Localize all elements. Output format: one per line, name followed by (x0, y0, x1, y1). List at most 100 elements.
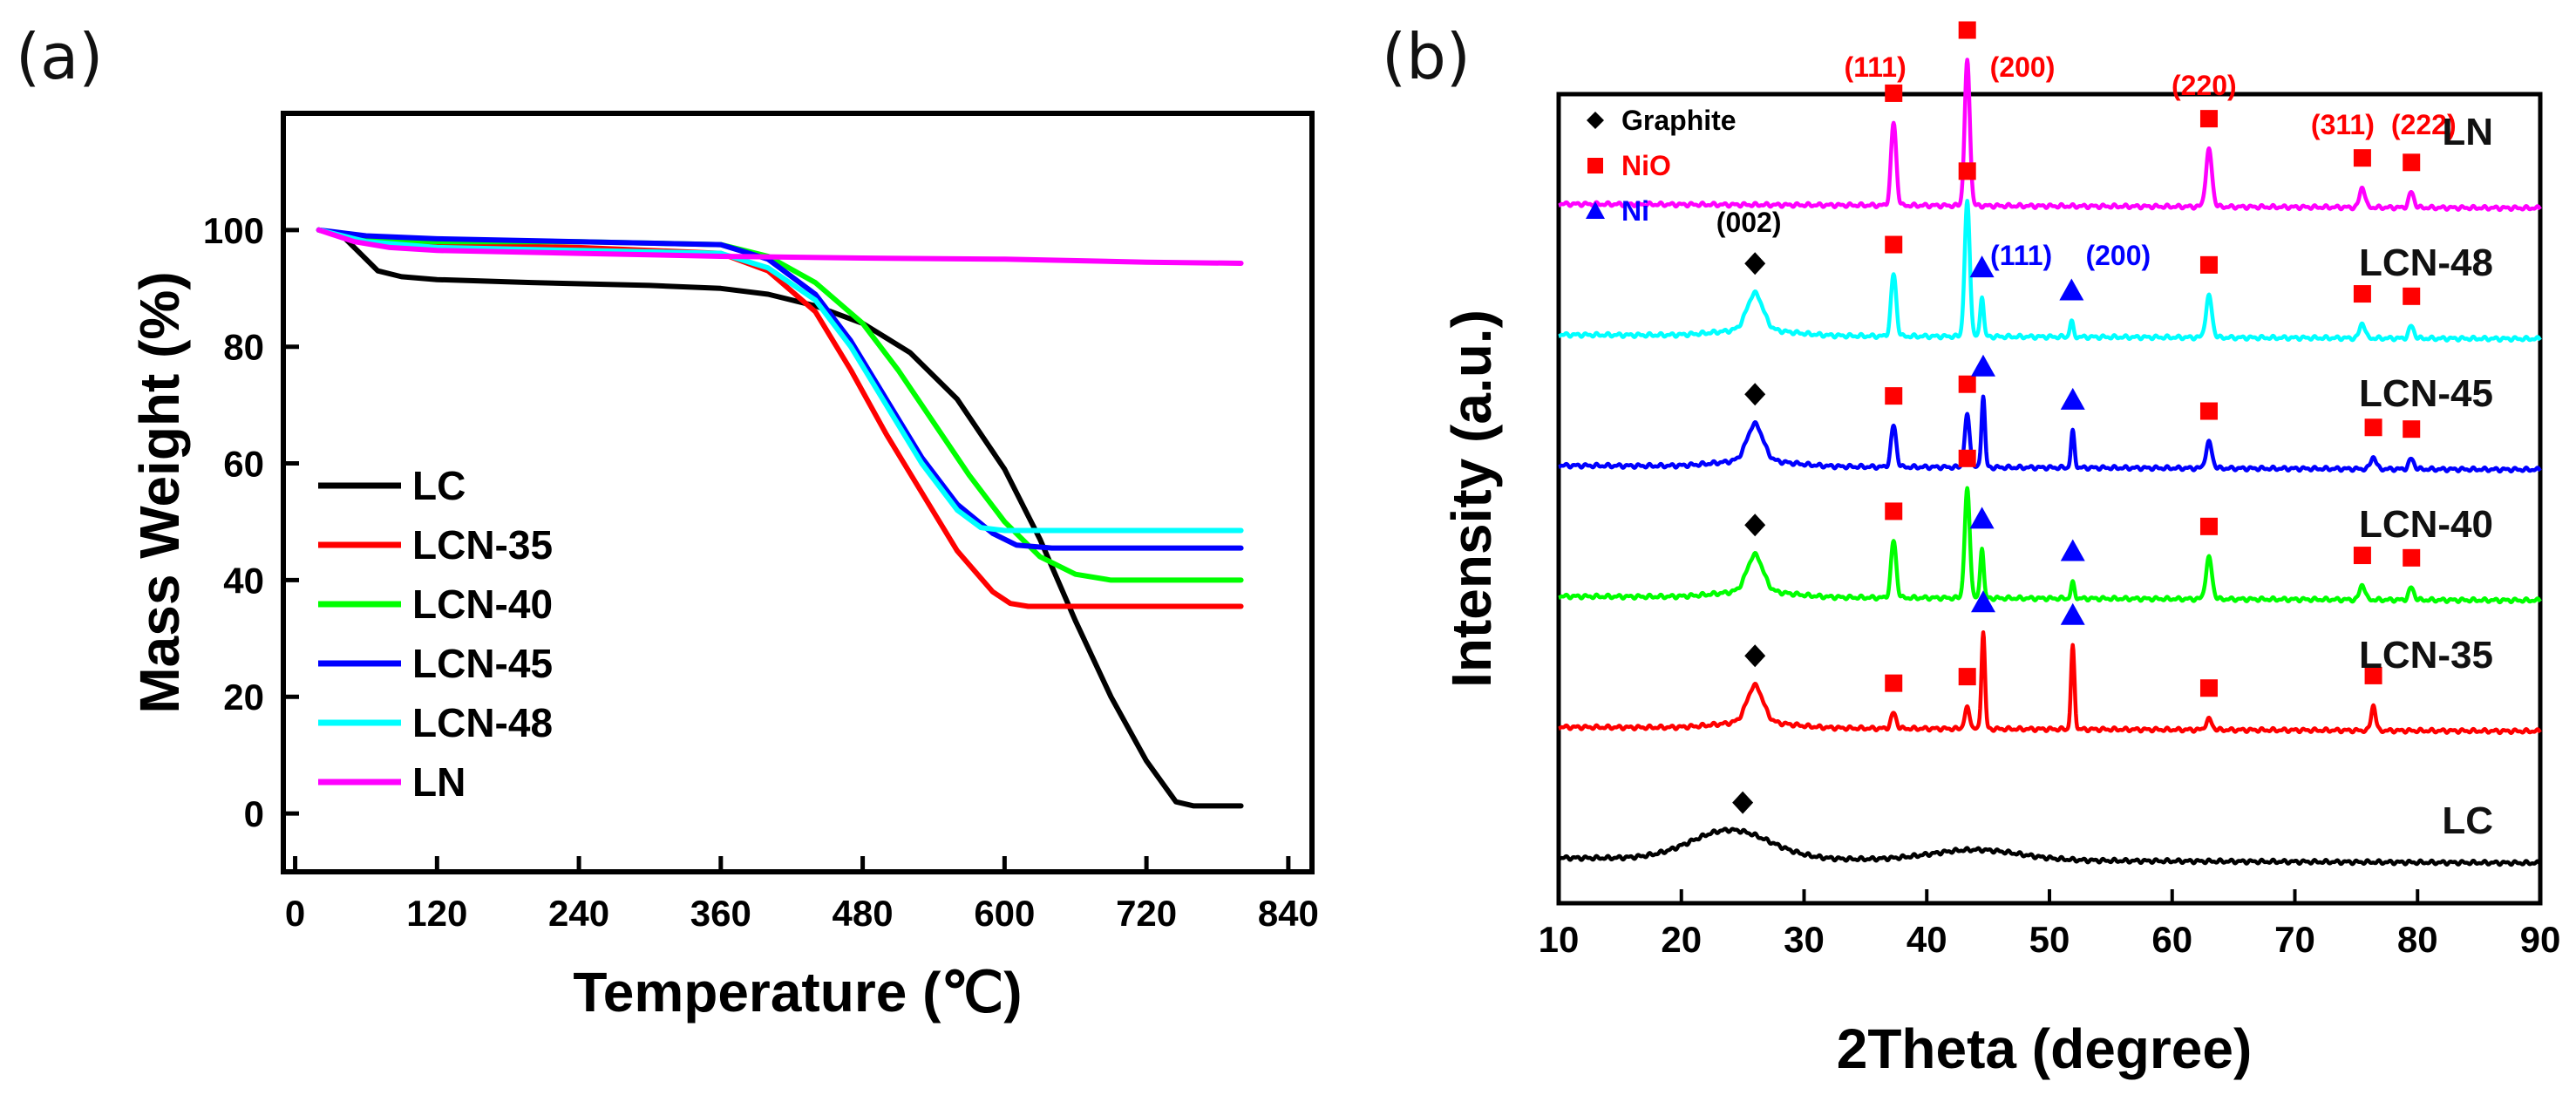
legend-label-lcn-48: LCN-48 (412, 700, 553, 745)
panel-a-plot-frame (281, 111, 1315, 874)
nio-marker (1958, 449, 1976, 467)
legend-label-lcn-45: LCN-45 (412, 641, 553, 686)
series-name-lcn-35: LCN-35 (2359, 634, 2493, 677)
nio-marker (1958, 21, 1976, 39)
panel-a-label: (a) (16, 20, 103, 93)
series-name-lcn-48: LCN-48 (2359, 241, 2493, 284)
nio-marker (2199, 679, 2218, 697)
legend-label-ni: Ni (1621, 195, 1649, 227)
graphite-marker (1744, 383, 1766, 406)
graphite-marker (1744, 252, 1766, 275)
legend-label-lc: LC (412, 463, 466, 508)
x-tick-label: 0 (285, 893, 305, 934)
nio-marker (2403, 287, 2421, 305)
x-tick-label: 600 (974, 893, 1035, 934)
xrd-pattern-lcn-48 (1557, 199, 2542, 343)
legend-label-nio: NiO (1621, 150, 1671, 181)
panel-b-legend: Graphite NiO Ni (1586, 105, 1737, 227)
x-tick-label: 240 (548, 893, 609, 934)
xrd-pattern-lcn-45 (1557, 394, 2542, 474)
x-tick-label: 120 (406, 893, 467, 934)
peak-annotation: (222) (2391, 109, 2457, 140)
nio-marker (2403, 153, 2421, 172)
nio-marker (2353, 547, 2371, 565)
graphite-marker (1732, 791, 1754, 814)
y-tick-label: 20 (223, 677, 264, 718)
panel-b-phase-markers (1732, 21, 2421, 814)
nio-marker (1885, 387, 1903, 405)
panel-a-x-axis-title: Temperature (℃) (573, 961, 1022, 1024)
x-tick-label: 90 (2520, 919, 2561, 960)
x-tick-label: 480 (833, 893, 894, 934)
legend-marker-ni (1586, 201, 1605, 219)
ni-marker (1970, 354, 1995, 377)
panel-a: (a) 0 120 240 360 480 600 720 840 0 20 40 60 80 100 L… (16, 20, 1319, 1024)
series-line-lcn-48 (316, 227, 1244, 534)
x-tick-label: 840 (1258, 893, 1319, 934)
nio-marker (2199, 110, 2218, 128)
nio-marker (2353, 149, 2371, 167)
panel-b-ticks: 10 20 30 40 50 60 70 80 90 (1539, 889, 2561, 960)
panel-a-ticks: 0 120 240 360 480 600 720 840 0 20 40 60 80 100 (203, 210, 1319, 934)
x-tick-label: 70 (2274, 919, 2315, 960)
x-tick-label: 50 (2029, 919, 2070, 960)
xrd-pattern-ln (1557, 58, 2542, 213)
y-tick-label: 40 (223, 560, 264, 601)
ni-marker (2059, 278, 2084, 301)
panel-b-series (1557, 58, 2542, 867)
y-tick-label: 100 (203, 210, 264, 251)
nio-marker (2364, 418, 2382, 437)
series-name-lcn-45: LCN-45 (2359, 372, 2493, 415)
legend-label-lcn-40: LCN-40 (412, 582, 553, 627)
series-line-lcn-35 (316, 227, 1244, 609)
y-tick-label: 0 (244, 793, 264, 834)
legend-marker-nio (1587, 158, 1603, 173)
nio-marker (1885, 84, 1903, 102)
panel-a-series (316, 227, 1244, 809)
y-tick-label: 80 (223, 327, 264, 368)
panel-b-plot-frame (1556, 92, 2543, 906)
graphite-marker (1744, 644, 1766, 668)
ni-marker (2060, 387, 2085, 410)
x-tick-label: 80 (2397, 919, 2438, 960)
nio-marker (1958, 375, 1976, 393)
legend-label-lcn-35: LCN-35 (412, 522, 553, 568)
series-name-lc: LC (2442, 799, 2493, 842)
nio-marker (2364, 666, 2382, 684)
peak-annotation: (002) (1716, 207, 1782, 238)
nio-marker (1885, 235, 1903, 254)
x-tick-label: 10 (1539, 919, 1580, 960)
series-line-lcn-45 (316, 227, 1244, 551)
panel-b-label: (b) (1382, 20, 1471, 93)
series-name-lcn-40: LCN-40 (2359, 503, 2493, 546)
x-tick-label: 720 (1116, 893, 1177, 934)
x-tick-label: 20 (1661, 919, 1702, 960)
graphite-marker (1744, 513, 1766, 537)
nio-marker (1958, 668, 1976, 686)
legend-marker-graphite (1587, 112, 1604, 129)
peak-annotation: (220) (2172, 70, 2237, 101)
nio-marker (2199, 255, 2218, 274)
ni-marker (1970, 590, 1995, 613)
panel-b-x-axis-title: 2Theta (degree) (1837, 1017, 2253, 1080)
xrd-pattern-lcn-40 (1557, 486, 2542, 605)
x-tick-label: 360 (690, 893, 751, 934)
legend-label-ln: LN (412, 759, 466, 805)
x-tick-label: 30 (1784, 919, 1825, 960)
xrd-pattern-lcn-35 (1557, 630, 2542, 736)
series-line-lc (316, 227, 1244, 809)
nio-marker (1885, 502, 1903, 520)
series-name-ln: LN (2442, 111, 2493, 153)
nio-marker (1885, 674, 1903, 692)
panel-a-y-axis-title: Mass Weight (%) (128, 271, 191, 713)
legend-label-graphite: Graphite (1621, 105, 1737, 136)
nio-marker (2353, 285, 2371, 303)
ni-marker (2060, 602, 2085, 625)
nio-marker (2199, 517, 2218, 535)
panel-b-series-names: LN LCN-48 LCN-45 LCN-40 LCN-35 LC (2359, 111, 2493, 842)
panel-a-legend: LC LCN-35 LCN-40 LCN-45 LCN-48 LN (318, 463, 553, 805)
y-tick-label: 60 (223, 444, 264, 485)
x-tick-label: 60 (2151, 919, 2192, 960)
xrd-pattern-lc (1557, 826, 2542, 867)
